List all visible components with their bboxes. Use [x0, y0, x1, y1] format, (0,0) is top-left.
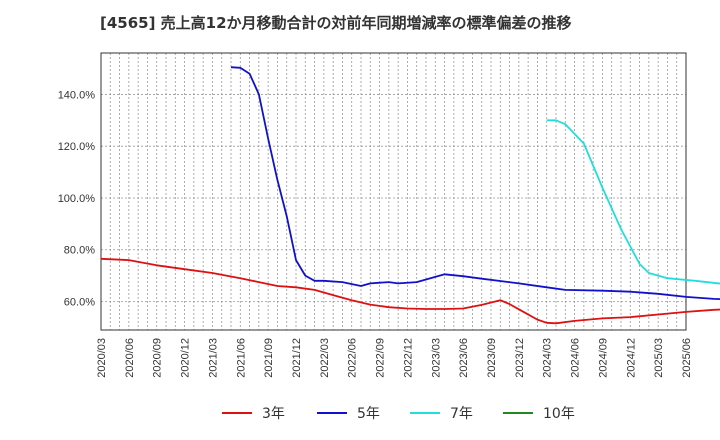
x-tick-label: 2024/06	[570, 338, 582, 378]
y-tick-label: 140.0%	[58, 89, 96, 101]
x-tick-label: 2023/06	[458, 338, 470, 378]
x-tick-label: 2023/12	[514, 338, 526, 378]
legend-label-3: 7年	[450, 406, 473, 422]
y-tick-label: 100.0%	[58, 193, 96, 205]
x-tick-label: 2021/09	[263, 338, 275, 378]
x-tick-label: 2022/09	[375, 338, 387, 378]
x-tick-label: 2022/03	[319, 338, 331, 378]
x-tick-label: 2020/12	[180, 338, 192, 378]
x-tick-label: 2024/12	[625, 338, 637, 378]
x-tick-label: 2020/03	[96, 338, 108, 378]
x-tick-label: 2021/03	[207, 338, 219, 378]
x-tick-label: 2022/12	[402, 338, 414, 378]
x-tick-label: 2024/09	[597, 338, 609, 378]
x-tick-label: 2023/03	[430, 338, 442, 378]
y-tick-label: 120.0%	[58, 141, 96, 153]
x-tick-label: 2022/06	[347, 338, 359, 378]
legend: 3年 5年 7年 10年	[222, 406, 575, 422]
legend-label-2: 5年	[357, 406, 380, 422]
x-tick-label: 2024/03	[542, 338, 554, 378]
series-lines	[100, 66, 720, 325]
x-tick-label: 2025/06	[681, 338, 693, 378]
x-tick-label: 2021/06	[235, 338, 247, 378]
x-tick-label: 2021/12	[291, 338, 303, 378]
series-line-3	[546, 119, 720, 285]
y-tick-label: 60.0%	[64, 297, 95, 309]
legend-label-1: 3年	[262, 406, 285, 422]
x-tick-label: 2020/06	[124, 338, 136, 378]
x-tick-label: 2025/03	[653, 338, 665, 378]
series-line-1	[100, 257, 720, 325]
y-axis-ticks: 60.0% 80.0% 100.0% 120.0% 140.0%	[58, 89, 96, 308]
gridlines	[101, 53, 686, 330]
plot-frame	[100, 52, 687, 331]
series-line-2	[230, 66, 720, 301]
chart-title: [4565] 売上高12か月移動合計の対前年同期増減率の標準偏差の推移	[100, 14, 572, 32]
y-tick-label: 80.0%	[64, 245, 95, 257]
x-tick-label: 2020/09	[152, 338, 164, 378]
legend-label-4: 10年	[543, 406, 575, 422]
x-tick-label: 2023/09	[486, 338, 498, 378]
x-axis-ticks: 2020/03 2020/06 2020/09 2020/12 2021/03 2021/…	[96, 338, 693, 378]
